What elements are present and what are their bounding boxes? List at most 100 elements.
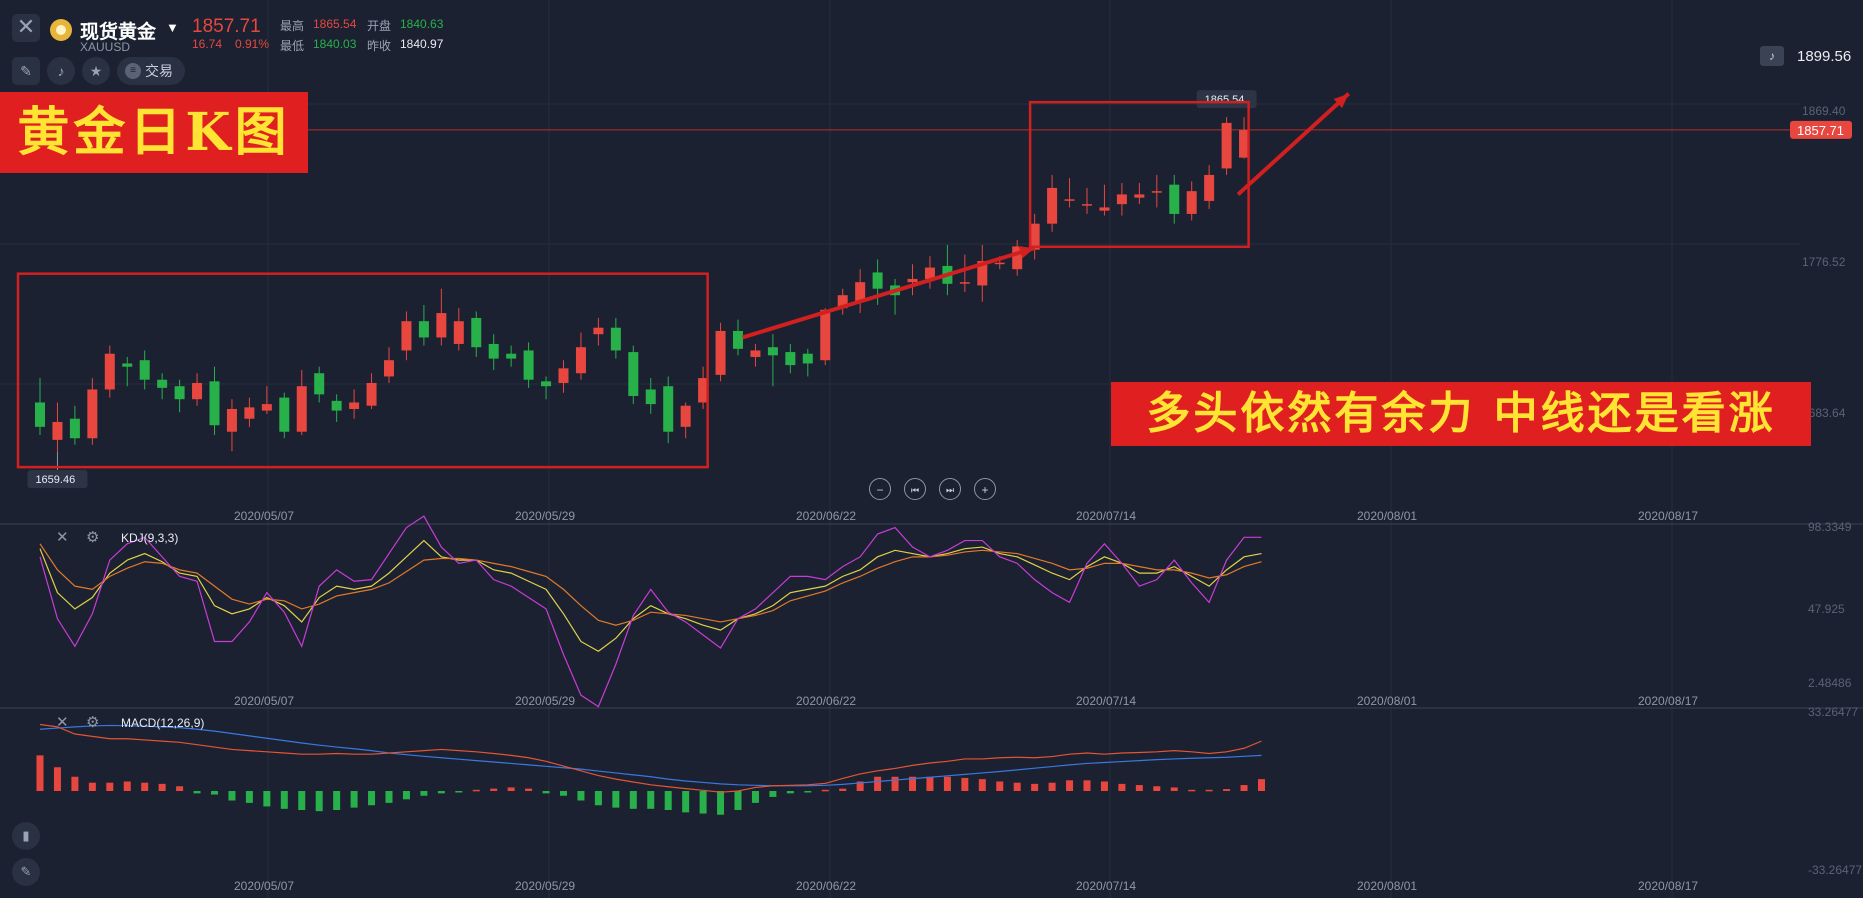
candle-body	[261, 404, 272, 411]
macd-histogram-bar	[1135, 785, 1143, 791]
macd-histogram-bar	[525, 788, 533, 791]
alert-button[interactable]: ♪	[47, 57, 75, 85]
price-alert-bell-icon[interactable]: ♪	[1760, 46, 1784, 66]
symbol-name[interactable]: 现货黄金	[80, 22, 157, 43]
zoom-in-button[interactable]: +	[974, 478, 996, 500]
trade-button[interactable]: ≡ 交易	[117, 57, 185, 85]
macd-histogram-bar	[1240, 785, 1248, 791]
candle-body	[139, 360, 150, 380]
macd-histogram-bar	[664, 791, 672, 810]
candle-body	[1029, 223, 1040, 250]
favorite-button[interactable]: ★	[82, 57, 110, 85]
date-axis-tick-label: 2020/05/07	[234, 879, 294, 893]
macd-histogram-bar	[385, 791, 393, 803]
date-axis-tick-label: 2020/08/17	[1638, 879, 1698, 893]
candle-body	[767, 347, 778, 356]
macd-histogram-bar	[106, 782, 114, 791]
candle-body	[1134, 194, 1145, 198]
date-axis-tick-label: 2020/08/01	[1357, 509, 1417, 523]
macd-histogram-bar	[786, 791, 794, 794]
high-annotation-label: 1865.54	[1205, 94, 1245, 106]
macd-histogram-bar	[856, 781, 864, 791]
macd-line-dea	[39, 723, 1262, 793]
candle-body	[331, 400, 342, 411]
jump-first-button[interactable]: ⏮	[904, 478, 926, 500]
macd-histogram-bar	[263, 791, 271, 807]
candle-body	[349, 402, 360, 409]
macd-histogram-bar	[490, 788, 498, 791]
candle-body	[628, 352, 639, 396]
candle-body	[1047, 187, 1058, 224]
candle-body	[1169, 184, 1180, 214]
macd-histogram-bar	[594, 791, 602, 806]
macd-histogram-bar	[1205, 789, 1213, 792]
macd-histogram-bar	[280, 791, 288, 809]
candle-body	[1186, 191, 1197, 214]
macd-histogram-bar	[193, 791, 201, 794]
prev-close-value: 1840.97	[400, 37, 444, 51]
candle-body	[698, 378, 709, 403]
jump-last-button[interactable]: ⏭	[939, 478, 961, 500]
macd-histogram-bar	[1188, 789, 1196, 792]
macd-histogram-bar	[350, 791, 358, 808]
macd-histogram-bar	[874, 776, 882, 791]
macd-histogram-bar	[402, 791, 410, 800]
zoom-out-button[interactable]: −	[869, 478, 891, 500]
macd-axis-tick-label: -33.26477	[1808, 863, 1862, 877]
candle-body	[35, 402, 45, 427]
candle-body	[575, 347, 586, 374]
candle-body	[506, 353, 517, 359]
macd-histogram-bar	[577, 791, 585, 801]
open-label: 开盘	[367, 19, 392, 33]
macd-settings-icon[interactable]: ⚙	[86, 714, 100, 731]
kdj-close-icon[interactable]: ✕	[56, 529, 69, 546]
candle-body	[907, 278, 918, 283]
macd-histogram-bar	[1083, 780, 1091, 791]
date-axis-tick-label: 2020/06/22	[796, 694, 856, 708]
price-change: 16.74	[192, 37, 223, 51]
indicator-button[interactable]: ▮	[12, 822, 40, 850]
macd-histogram-bar	[560, 791, 567, 796]
chevron-down-icon[interactable]: ▼	[166, 20, 179, 35]
candle-body	[558, 368, 569, 383]
draw-tool-button[interactable]: ✎	[12, 57, 40, 85]
date-axis-tick-label: 2020/08/17	[1638, 509, 1698, 523]
macd-histogram-bar	[315, 791, 323, 812]
macd-close-icon[interactable]: ✕	[56, 714, 69, 731]
price-change-pct: 0.91%	[235, 37, 270, 51]
macd-line-dif	[39, 724, 1262, 787]
candle-body	[680, 405, 691, 427]
candle-body	[122, 363, 133, 367]
macd-histogram-bar	[333, 791, 341, 810]
draw-button[interactable]: ✎	[12, 858, 40, 886]
high-value: 1865.54	[313, 17, 357, 31]
price-axis-tick-label: 1869.40	[1802, 104, 1846, 118]
candle-body	[959, 282, 970, 284]
current-price-tag-label: 1857.71	[1797, 123, 1844, 138]
macd-label: MACD(12,26,9)	[121, 716, 205, 730]
macd-histogram-bar	[1223, 789, 1231, 791]
macd-histogram-bar	[158, 783, 166, 791]
candle-body	[1082, 204, 1092, 206]
macd-histogram-bar	[455, 791, 463, 793]
trend-arrow-upper	[1236, 92, 1351, 196]
candle-body	[104, 353, 115, 390]
macd-histogram-bar	[1013, 782, 1021, 791]
candle-body	[977, 261, 988, 286]
kdj-settings-icon[interactable]: ⚙	[86, 529, 100, 546]
title-banner: 黄金日K图	[0, 92, 308, 173]
macd-histogram-bar	[1031, 783, 1039, 791]
kdj-axis-tick-label: 98.3349	[1808, 520, 1852, 534]
kdj-axis-tick-label: 47.925	[1808, 602, 1845, 616]
date-axis-tick-label: 2020/08/17	[1638, 694, 1698, 708]
candle-body	[802, 353, 813, 364]
macd-histogram-bar	[629, 791, 637, 809]
candle-body	[610, 327, 621, 351]
close-button[interactable]: ✕	[12, 14, 40, 42]
macd-histogram-bar	[699, 791, 707, 814]
symbol-code: XAUUSD	[80, 40, 131, 54]
candle-body	[401, 321, 412, 351]
gold-logo-icon	[50, 19, 72, 41]
date-axis-tick-label: 2020/07/14	[1076, 879, 1136, 893]
candle-body	[820, 309, 831, 361]
